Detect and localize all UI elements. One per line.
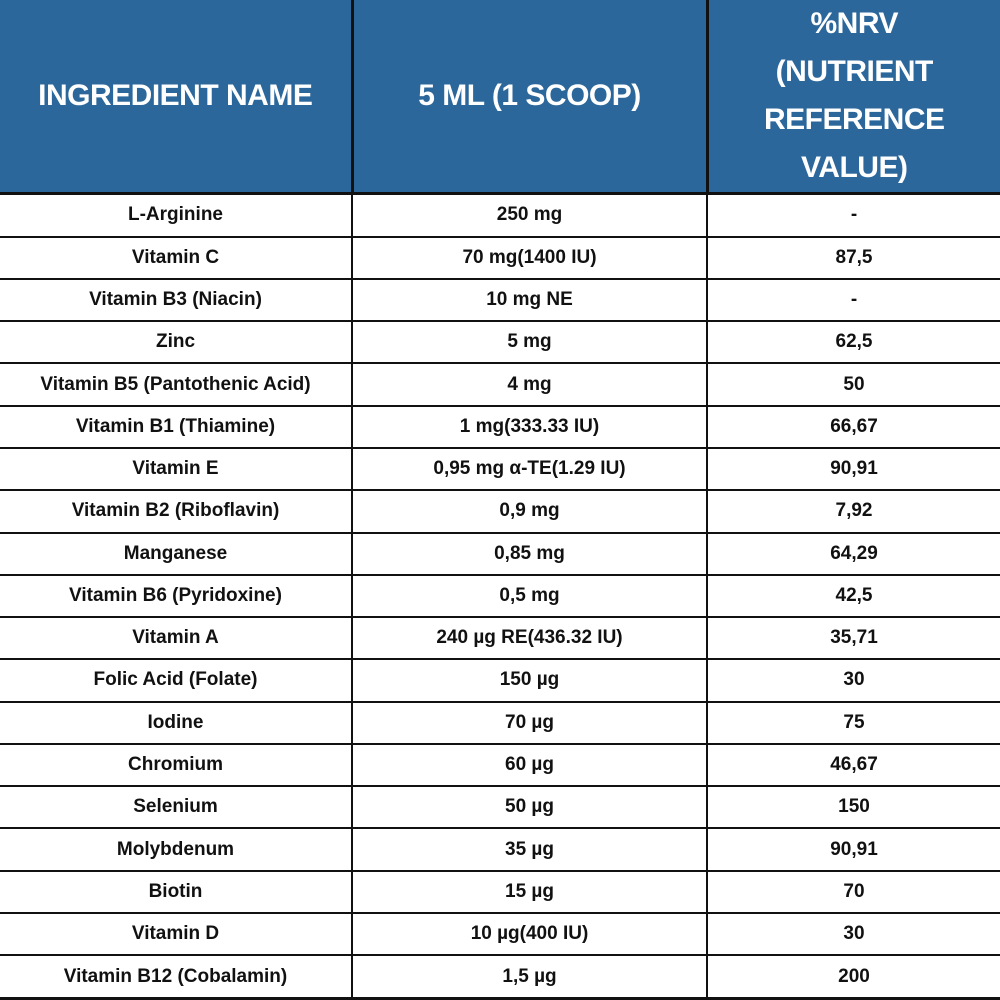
nrv-value: 66,67 <box>706 404 1000 449</box>
ingredient-name: Selenium <box>0 785 353 830</box>
amount: 70 µg <box>351 700 708 745</box>
ingredient-name: Zinc <box>0 320 353 365</box>
nrv-value: 64,29 <box>706 531 1000 576</box>
amount: 0,9 mg <box>351 489 708 534</box>
table-row: Vitamin D 10 µg(400 IU) 30 <box>0 911 1000 957</box>
table-row: Iodine 70 µg 75 <box>0 700 1000 745</box>
nrv-value: 62,5 <box>706 320 1000 365</box>
ingredient-name: Vitamin D <box>0 911 353 957</box>
amount: 60 µg <box>351 742 708 788</box>
table-row: Vitamin B5 (Pantothenic Acid) 4 mg 50 <box>0 362 1000 407</box>
table-row: Zinc 5 mg 62,5 <box>0 320 1000 365</box>
ingredient-name: Manganese <box>0 531 353 576</box>
table-row: Vitamin B2 (Riboflavin) 0,9 mg 7,92 <box>0 489 1000 534</box>
amount: 250 mg <box>351 192 708 238</box>
nrv-value: 50 <box>706 362 1000 407</box>
ingredient-name: Vitamin B6 (Pyridoxine) <box>0 573 353 619</box>
table-row: Vitamin A 240 µg RE(436.32 IU) 35,71 <box>0 616 1000 661</box>
amount: 1,5 µg <box>351 954 708 1000</box>
nrv-value: 30 <box>706 911 1000 957</box>
nrv-value: - <box>706 277 1000 323</box>
ingredient-name: Vitamin B12 (Cobalamin) <box>0 954 353 1000</box>
amount: 4 mg <box>351 362 708 407</box>
nrv-value: 42,5 <box>706 573 1000 619</box>
ingredient-name: Folic Acid (Folate) <box>0 658 353 703</box>
ingredient-name: Vitamin C <box>0 235 353 280</box>
amount: 5 mg <box>351 320 708 365</box>
table-header: INGREDIENT NAME 5 ML (1 SCOOP) %NRV (NUTRI… <box>0 0 1000 195</box>
amount: 150 µg <box>351 658 708 703</box>
amount: 35 µg <box>351 827 708 872</box>
table-row: Manganese 0,85 mg 64,29 <box>0 531 1000 576</box>
nrv-value: - <box>706 192 1000 238</box>
amount: 70 mg(1400 IU) <box>351 235 708 280</box>
header-cell: %NRV (NUTRIENT REFERENCE VALUE) <box>705 0 1000 195</box>
table-row: Vitamin B6 (Pyridoxine) 0,5 mg 42,5 <box>0 573 1000 619</box>
amount: 0,5 mg <box>351 573 708 619</box>
amount: 240 µg RE(436.32 IU) <box>351 616 708 661</box>
ingredient-name: Vitamin B5 (Pantothenic Acid) <box>0 362 353 407</box>
table-body: L-Arginine 250 mg - Vitamin C 70 mg(1400 IU)… <box>0 192 1000 1000</box>
table-row: Vitamin E 0,95 mg α-TE(1.29 IU) 90,91 <box>0 446 1000 492</box>
ingredient-name: Vitamin A <box>0 616 353 661</box>
ingredient-name: Vitamin B3 (Niacin) <box>0 277 353 323</box>
amount: 15 µg <box>351 869 708 914</box>
amount: 10 mg NE <box>351 277 708 323</box>
ingredient-name: Vitamin E <box>0 446 353 492</box>
amount: 10 µg(400 IU) <box>351 911 708 957</box>
nrv-value: 90,91 <box>706 446 1000 492</box>
nrv-value: 150 <box>706 785 1000 830</box>
nrv-value: 46,67 <box>706 742 1000 788</box>
nrv-value: 30 <box>706 658 1000 703</box>
table-row: L-Arginine 250 mg - <box>0 192 1000 238</box>
table-row: Chromium 60 µg 46,67 <box>0 742 1000 788</box>
nrv-value: 35,71 <box>706 616 1000 661</box>
table-row: Molybdenum 35 µg 90,91 <box>0 827 1000 872</box>
ingredient-name: Biotin <box>0 869 353 914</box>
ingredient-name: Molybdenum <box>0 827 353 872</box>
amount: 0,95 mg α-TE(1.29 IU) <box>351 446 708 492</box>
ingredient-name: Vitamin B1 (Thiamine) <box>0 404 353 449</box>
nrv-value: 87,5 <box>706 235 1000 280</box>
table-row: Vitamin B3 (Niacin) 10 mg NE - <box>0 277 1000 323</box>
header-cell: INGREDIENT NAME <box>0 0 354 195</box>
ingredient-name: Chromium <box>0 742 353 788</box>
ingredient-name: L-Arginine <box>0 192 353 238</box>
header-cell: 5 ML (1 SCOOP) <box>350 0 709 195</box>
nrv-value: 75 <box>706 700 1000 745</box>
header-row: INGREDIENT NAME 5 ML (1 SCOOP) %NRV (NUTRI… <box>0 0 1000 195</box>
nrv-value: 7,92 <box>706 489 1000 534</box>
nrv-value: 90,91 <box>706 827 1000 872</box>
table-row: Vitamin B1 (Thiamine) 1 mg(333.33 IU) 66,6… <box>0 404 1000 449</box>
nrv-value: 70 <box>706 869 1000 914</box>
amount: 1 mg(333.33 IU) <box>351 404 708 449</box>
amount: 0,85 mg <box>351 531 708 576</box>
table-row: Vitamin C 70 mg(1400 IU) 87,5 <box>0 235 1000 280</box>
table-row: Vitamin B12 (Cobalamin) 1,5 µg 200 <box>0 954 1000 1000</box>
ingredient-name: Vitamin B2 (Riboflavin) <box>0 489 353 534</box>
nrv-value: 200 <box>706 954 1000 1000</box>
ingredient-name: Iodine <box>0 700 353 745</box>
amount: 50 µg <box>351 785 708 830</box>
table-row: Biotin 15 µg 70 <box>0 869 1000 914</box>
table-row: Selenium 50 µg 150 <box>0 785 1000 830</box>
table-row: Folic Acid (Folate) 150 µg 30 <box>0 658 1000 703</box>
